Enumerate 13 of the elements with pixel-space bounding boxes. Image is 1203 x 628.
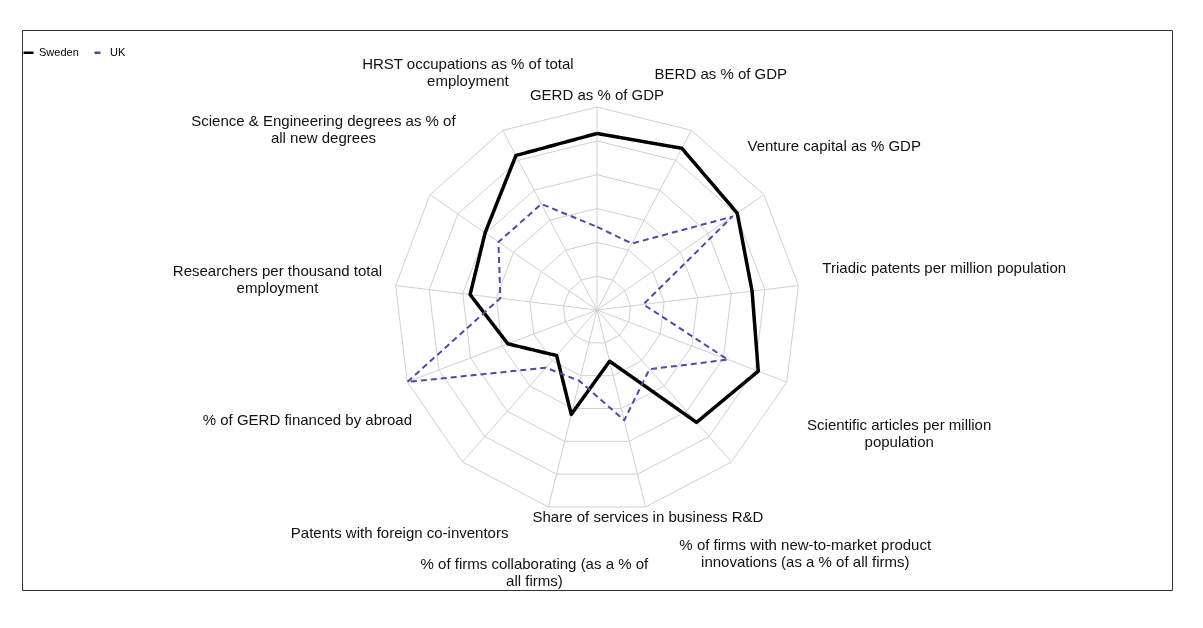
spoke-label: % of GERD financed by abroad (202, 410, 413, 428)
spoke-label: Science & Engineering degrees as % of all new degrees (191, 112, 457, 147)
spoke-label: Triadic patents per million population (822, 258, 1067, 276)
spoke-label: BERD as % of GDP (654, 65, 788, 83)
spoke-label: Venture capital as % GDP (747, 137, 921, 155)
spoke-label: Patents with foreign co-inventors (290, 523, 509, 541)
spoke-label: % of firms collaborating (as a % of all firms) (420, 555, 649, 590)
legend-label: UK (110, 45, 126, 58)
spoke-label: Share of services in business R&D (532, 507, 764, 525)
spoke-label: % of firms with new-to-market product innovations (as a % of all firms) (679, 536, 932, 571)
legend-label: Sweden (39, 45, 79, 58)
spoke-label: Researchers per thousand total employment (172, 262, 383, 297)
spoke-label: Scientific articles per million population (807, 415, 992, 450)
